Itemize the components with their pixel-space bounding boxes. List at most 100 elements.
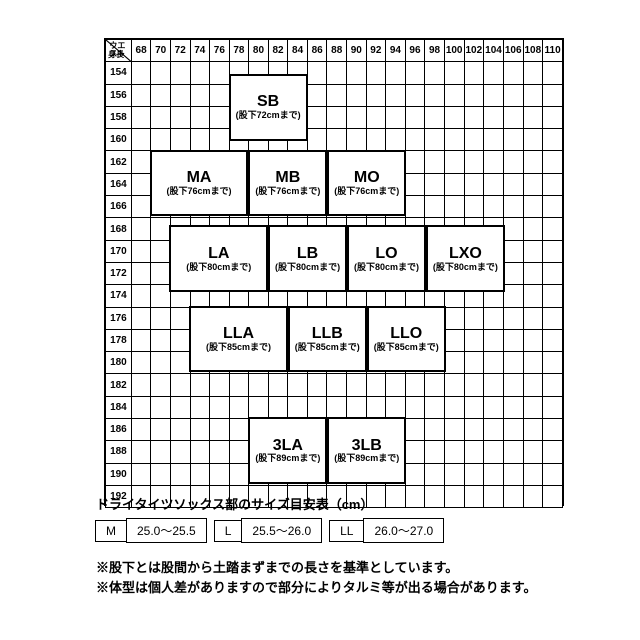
grid-cell (210, 106, 230, 128)
grid-cell (444, 151, 464, 173)
grid-cell (444, 374, 464, 396)
height-header: 160 (106, 129, 132, 151)
grid-cell (151, 218, 171, 240)
size-box-lb: LB(股下80cmまで) (268, 225, 347, 292)
height-header: 170 (106, 240, 132, 262)
grid-cell (484, 374, 504, 396)
note-line: ※股下とは股間から土踏まずまでの長さを基準としています。 (96, 558, 536, 578)
grid-cell (170, 419, 190, 441)
notes: ※股下とは股間から土踏まずまでの長さを基準としています。※体型は個人差があります… (96, 558, 536, 597)
grid-cell (347, 106, 367, 128)
waist-header: 70 (151, 40, 171, 62)
grid-cell (170, 396, 190, 418)
grid-cell (484, 352, 504, 374)
grid-cell (131, 240, 151, 262)
grid-cell (503, 196, 523, 218)
grid-cell (543, 396, 563, 418)
grid-cell (425, 129, 445, 151)
grid-cell (327, 84, 347, 106)
grid-cell (543, 441, 563, 463)
waist-header: 104 (484, 40, 504, 62)
size-box-lxo: LXO(股下80cmまで) (426, 225, 505, 292)
size-code: LLB (290, 325, 365, 343)
grid-cell (307, 84, 327, 106)
grid-cell (327, 106, 347, 128)
grid-cell (386, 84, 406, 106)
grid-cell (464, 173, 484, 195)
size-code: LO (349, 245, 424, 263)
grid-cell (405, 129, 425, 151)
waist-header: 74 (190, 40, 210, 62)
grid-cell (425, 419, 445, 441)
grid-cell (131, 352, 151, 374)
grid-cell (347, 84, 367, 106)
sock-range: 25.5～26.0 (241, 518, 322, 543)
grid-cell (484, 62, 504, 84)
grid-cell (464, 106, 484, 128)
waist-header: 96 (405, 40, 425, 62)
grid-cell (484, 196, 504, 218)
grid-cell (425, 441, 445, 463)
waist-header: 76 (210, 40, 230, 62)
grid-cell (464, 196, 484, 218)
grid-cell (190, 106, 210, 128)
grid-cell (268, 396, 288, 418)
grid-cell (307, 62, 327, 84)
height-header: 162 (106, 151, 132, 173)
grid-cell (503, 307, 523, 329)
grid-cell (543, 307, 563, 329)
grid-cell (523, 419, 543, 441)
grid-cell (210, 84, 230, 106)
grid-cell (523, 396, 543, 418)
grid-cell (503, 218, 523, 240)
size-code: MA (152, 169, 247, 187)
waist-header: 90 (347, 40, 367, 62)
grid-cell (229, 419, 249, 441)
grid-cell (190, 62, 210, 84)
grid-cell (190, 396, 210, 418)
grid-cell (327, 62, 347, 84)
grid-cell (464, 463, 484, 485)
grid-cell (405, 84, 425, 106)
grid-cell (523, 463, 543, 485)
height-header: 168 (106, 218, 132, 240)
grid-cell (405, 396, 425, 418)
grid-cell (170, 441, 190, 463)
grid-cell (543, 84, 563, 106)
grid-cell (503, 463, 523, 485)
waist-header: 106 (503, 40, 523, 62)
grid-cell (543, 151, 563, 173)
grid-cell (366, 62, 386, 84)
grid-cell (405, 106, 425, 128)
size-sub: (股下89cmまで) (329, 454, 404, 464)
waist-header: 72 (170, 40, 190, 62)
grid-cell (503, 396, 523, 418)
grid-cell (543, 218, 563, 240)
grid-cell (464, 62, 484, 84)
grid-cell (503, 329, 523, 351)
grid-cell (170, 307, 190, 329)
grid-cell (327, 374, 347, 396)
grid-cell (543, 419, 563, 441)
grid-cell (425, 196, 445, 218)
height-header: 180 (106, 352, 132, 374)
grid-cell (190, 129, 210, 151)
grid-cell (210, 129, 230, 151)
size-code: MO (329, 169, 404, 187)
grid-cell (170, 463, 190, 485)
grid-cell (464, 129, 484, 151)
grid-cell (190, 84, 210, 106)
size-box-lo: LO(股下80cmまで) (347, 225, 426, 292)
sock-size-table: M25.0～25.5L25.5～26.0LL26.0～27.0 (96, 518, 444, 543)
height-header: 172 (106, 262, 132, 284)
grid-cell (151, 441, 171, 463)
grid-cell (131, 307, 151, 329)
grid-cell (190, 419, 210, 441)
grid-cell (464, 84, 484, 106)
size-code: MB (250, 169, 325, 187)
grid-cell (307, 396, 327, 418)
grid-cell (210, 441, 230, 463)
grid-cell (366, 84, 386, 106)
height-header: 174 (106, 285, 132, 307)
grid-cell (464, 441, 484, 463)
